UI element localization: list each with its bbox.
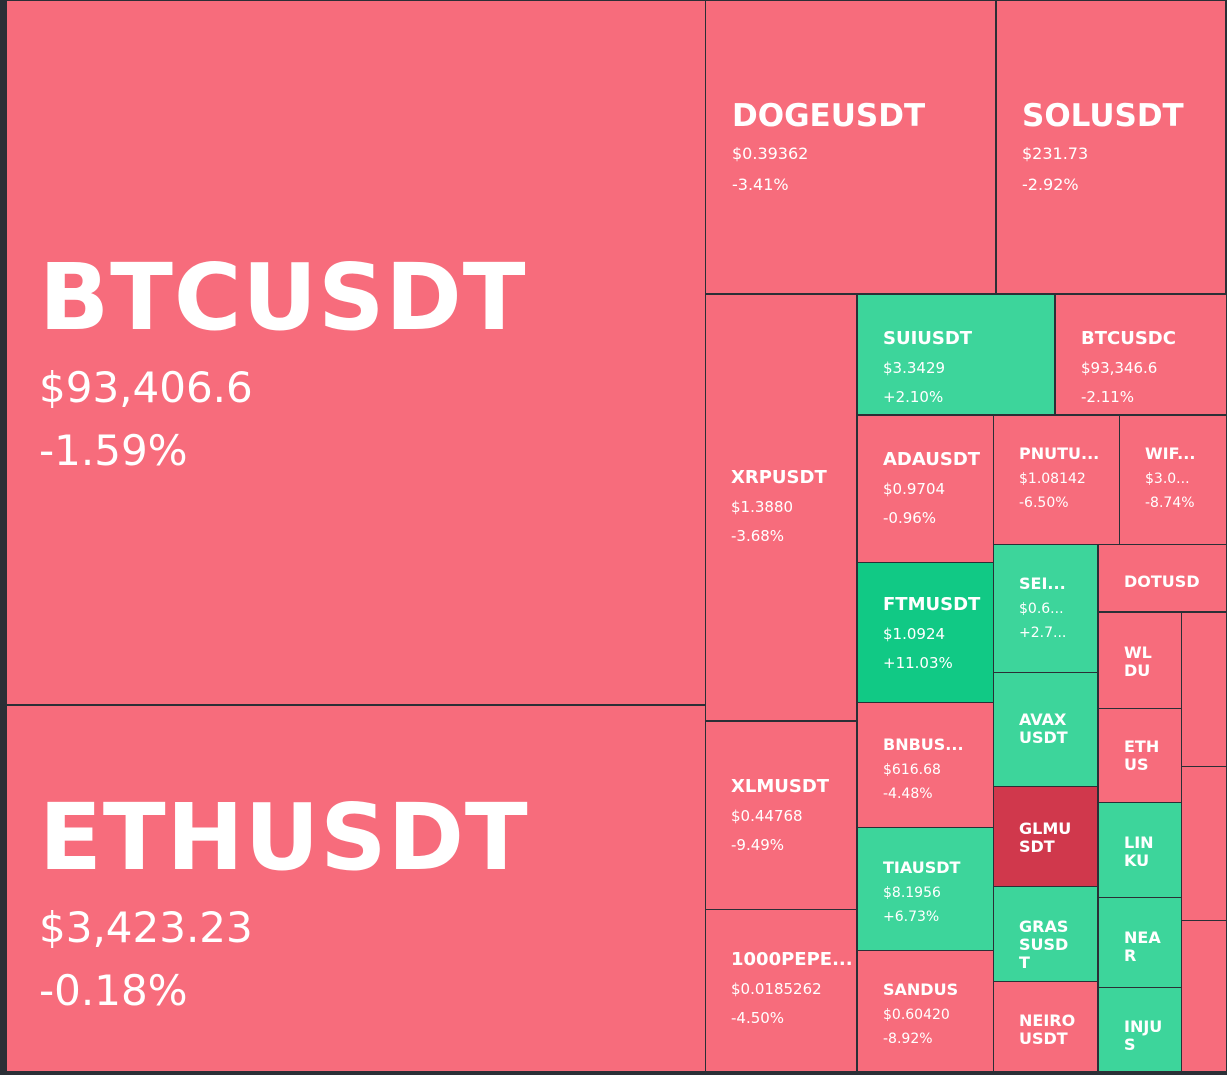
tile-ftmusdt[interactable]: FTMUSDT $1.0924 +11.03% (857, 562, 994, 703)
tile-change: -6.50% (1019, 494, 1069, 511)
tile-symbol: NEIROUSDT (1019, 1012, 1076, 1048)
tile-bnbusdt[interactable]: BNBUS... $616.68 -4.48% (857, 702, 994, 828)
tile-symbol: FTMUSDT (883, 595, 981, 615)
tile-change: +2.10% (883, 388, 944, 407)
tile-symbol: GLMUSDT (1019, 820, 1072, 856)
tile-symbol: SANDUS (883, 981, 959, 999)
tile-seiusdt[interactable]: SEI... $0.6... +2.7... (993, 544, 1098, 673)
tile-symbol: DOTUSD (1124, 573, 1200, 591)
tile-change: -8.74% (1145, 494, 1195, 511)
tile-1000pepeusdt[interactable]: 1000PEPE... $0.0185262 -4.50% (705, 909, 857, 1072)
tile-change: -3.68% (731, 527, 785, 546)
tile-btcusdt[interactable]: BTCUSDT $93,406.6 -1.59% (6, 0, 706, 705)
tile-symbol: TIAUSDT (883, 859, 961, 877)
tile-blank-3[interactable] (1181, 920, 1227, 1072)
tile-symbol: SEI... (1019, 575, 1066, 593)
tile-price: $231.73 (1022, 143, 1089, 163)
tile-price: $1.3880 (731, 498, 794, 517)
tile-symbol: ETHUSDT (39, 786, 529, 890)
tile-symbol: 1000PEPE... (731, 950, 852, 970)
tile-dogeusdt[interactable]: DOGEUSDT $0.39362 -3.41% (705, 0, 996, 294)
tile-change: +6.73% (883, 908, 940, 925)
tile-symbol: WIF... (1145, 445, 1196, 463)
tile-price: $0.6... (1019, 600, 1064, 617)
tile-blank-1[interactable] (1181, 612, 1227, 767)
tile-symbol: ETHUS (1124, 738, 1160, 774)
tile-price: $3.0... (1145, 470, 1190, 487)
tile-nearusdt[interactable]: NEAR (1098, 897, 1182, 989)
tile-ethusdt[interactable]: ETHUSDT $3,423.23 -0.18% (6, 705, 706, 1072)
tile-symbol: PNUTU... (1019, 445, 1100, 463)
tile-solusdt[interactable]: SOLUSDT $231.73 -2.92% (996, 0, 1226, 294)
tile-change: -1.59% (39, 426, 188, 476)
tile-change: -9.49% (731, 836, 785, 855)
tile-change: -0.18% (39, 966, 188, 1016)
tile-price: $93,346.6 (1081, 359, 1158, 378)
tile-btcusdc[interactable]: BTCUSDC $93,346.6 -2.11% (1055, 294, 1227, 415)
tile-xlmusdt[interactable]: XLMUSDT $0.44768 -9.49% (705, 721, 857, 910)
tile-price: $616.68 (883, 761, 941, 778)
tile-symbol: SUIUSDT (883, 329, 973, 349)
tile-tiausdt[interactable]: TIAUSDT $8.1956 +6.73% (857, 827, 994, 951)
tile-price: $0.9704 (883, 480, 946, 499)
tile-dotusdt[interactable]: DOTUSD (1098, 544, 1227, 612)
tile-symbol: BNBUS... (883, 736, 964, 754)
tile-symbol: BTCUSDT (39, 246, 527, 350)
tile-change: +2.7... (1019, 624, 1067, 641)
tile-symbol: INJUS (1124, 1018, 1163, 1054)
tile-linkusdt[interactable]: LINKU (1098, 802, 1182, 899)
tile-avaxusdt[interactable]: AVAXUSDT (993, 672, 1098, 787)
tile-injusdt[interactable]: INJUS (1098, 987, 1182, 1072)
tile-grassusdt[interactable]: GRASSUSDT (993, 886, 1098, 982)
tile-price: $0.60420 (883, 1006, 950, 1023)
tile-symbol: ADAUSDT (883, 450, 981, 470)
tile-price: $3,423.23 (39, 903, 253, 953)
tile-adausdt[interactable]: ADAUSDT $0.9704 -0.96% (857, 415, 994, 563)
tile-symbol: XRPUSDT (731, 468, 827, 488)
tile-symbol: SOLUSDT (1022, 99, 1184, 134)
tile-symbol: XLMUSDT (731, 777, 830, 797)
tile-change: -8.92% (883, 1030, 933, 1047)
tile-price: $0.0185262 (731, 980, 822, 999)
tile-symbol: NEAR (1124, 929, 1161, 965)
tile-sandusdt[interactable]: SANDUS $0.60420 -8.92% (857, 950, 994, 1072)
tile-neirousdt[interactable]: NEIROUSDT (993, 981, 1098, 1072)
tile-wldusdt[interactable]: WLDU (1098, 612, 1182, 709)
tile-change: -3.41% (732, 174, 789, 194)
tile-change: -2.11% (1081, 388, 1135, 407)
tile-symbol: WLDU (1124, 644, 1152, 680)
tile-price: $1.0924 (883, 625, 946, 644)
tile-symbol: DOGEUSDT (732, 99, 926, 134)
tile-price: $8.1956 (883, 884, 941, 901)
tile-change: -4.48% (883, 785, 933, 802)
tile-change: -4.50% (731, 1009, 785, 1028)
tile-price: $3.3429 (883, 359, 946, 378)
tile-wifusdt[interactable]: WIF... $3.0... -8.74% (1119, 415, 1227, 545)
tile-symbol: AVAXUSDT (1019, 711, 1068, 747)
tile-price: $0.39362 (732, 143, 809, 163)
tile-xrpusdt[interactable]: XRPUSDT $1.3880 -3.68% (705, 294, 857, 721)
tile-symbol: GRASSUSDT (1019, 918, 1069, 972)
tile-suiusdt[interactable]: SUIUSDT $3.3429 +2.10% (857, 294, 1055, 415)
tile-pnutusdt[interactable]: PNUTU... $1.08142 -6.50% (993, 415, 1120, 545)
tile-change: +11.03% (883, 654, 953, 673)
tile-ethusdc[interactable]: ETHUS (1098, 708, 1182, 803)
tile-change: -2.92% (1022, 174, 1079, 194)
tile-blank-2[interactable] (1181, 766, 1227, 921)
tile-glmusdt[interactable]: GLMUSDT (993, 786, 1098, 887)
tile-symbol: BTCUSDC (1081, 329, 1176, 349)
tile-price: $0.44768 (731, 807, 803, 826)
tile-symbol: LINKU (1124, 834, 1154, 870)
tile-price: $1.08142 (1019, 470, 1086, 487)
tile-change: -0.96% (883, 509, 937, 528)
tile-price: $93,406.6 (39, 363, 253, 413)
